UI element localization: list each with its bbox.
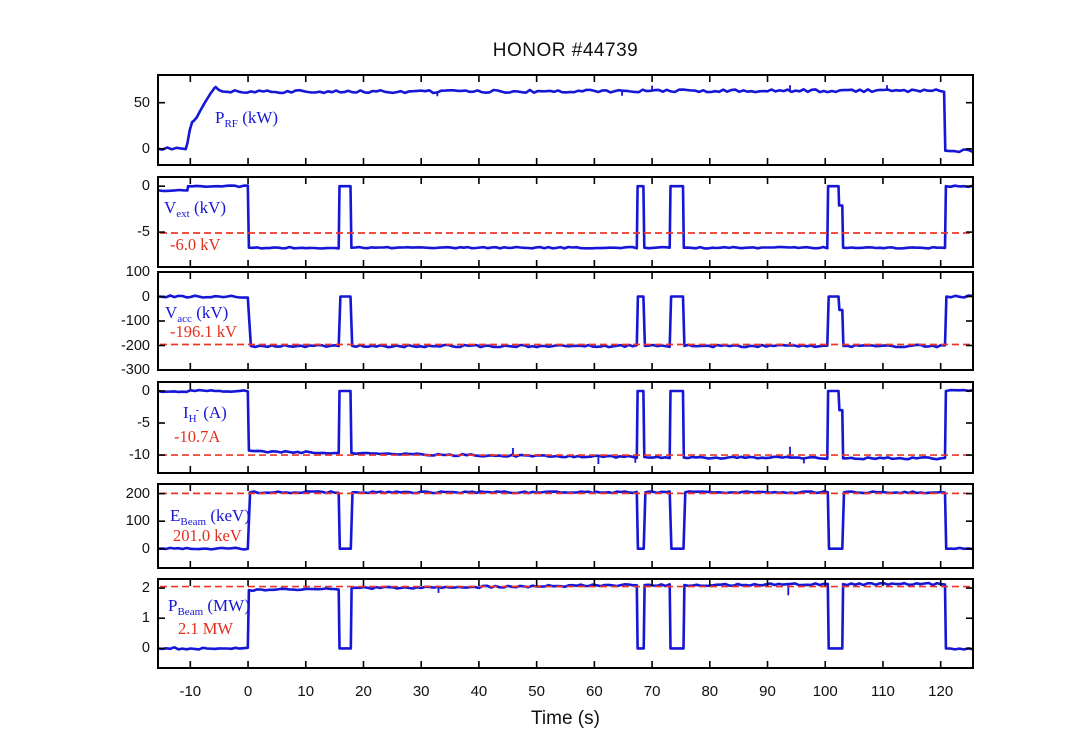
y-tick-label-v_acc: -200 — [120, 337, 150, 354]
panel-label-v_ext: Vext (kV) — [164, 198, 226, 220]
y-tick-label-e_beam: 0 — [141, 540, 150, 557]
chart-title: HONOR #44739 — [492, 40, 639, 61]
setpoint-value-v_acc: -196.1 kV — [170, 322, 237, 341]
setpoint-value-v_ext: -6.0 kV — [170, 235, 221, 254]
x-tick-label: 30 — [412, 683, 430, 700]
x-tick-label: 50 — [528, 683, 545, 700]
panel-label-p_beam: PBeam (MW) — [168, 596, 250, 618]
y-tick-label-e_beam: 200 — [125, 485, 150, 502]
x-tick-label: 0 — [243, 683, 253, 700]
y-tick-label-p_beam: 2 — [141, 580, 150, 597]
panel-label-i_h: IH- (A) — [183, 403, 227, 425]
panel-border-p_beam — [157, 578, 974, 669]
x-axis-label: Time (s) — [531, 708, 600, 729]
trace-i_h — [157, 388, 974, 461]
panel-border-p_rf — [157, 74, 974, 166]
y-tick-label-v_ext: 0 — [141, 178, 150, 195]
y-tick-label-i_h: -5 — [137, 415, 150, 431]
trace-e_beam — [157, 490, 974, 551]
setpoint-value-e_beam: 201.0 keV — [173, 526, 242, 545]
y-tick-label-v_ext: -5 — [137, 224, 150, 241]
trace-p_beam — [157, 581, 974, 651]
y-tick-label-e_beam: 100 — [125, 513, 150, 530]
panel-label-unit: (kW) — [237, 108, 279, 127]
y-tick-label-p_beam: 1 — [141, 610, 150, 627]
panel-label-subscript: RF — [224, 118, 238, 130]
panel-label-unit: (kV) — [191, 303, 229, 322]
panel-border-v_acc — [157, 271, 974, 371]
x-tick-label: 20 — [355, 683, 372, 700]
x-tick-label: 70 — [643, 683, 661, 700]
setpoint-value-i_h: -10.7A — [174, 427, 221, 446]
panel-label-v_acc: Vacc (kV) — [165, 303, 228, 325]
panel-label-main: E — [170, 506, 181, 525]
panel-label-superscript: - — [195, 405, 199, 416]
y-tick-label-p_rf: 0 — [141, 140, 150, 157]
y-tick-label-v_acc: -300 — [120, 362, 150, 378]
x-tick-label: 90 — [759, 683, 776, 700]
panel-label-unit: (keV) — [206, 506, 250, 525]
trace-p_rf — [157, 85, 974, 154]
trace-v_acc — [157, 294, 974, 349]
panel-label-main: P — [168, 596, 178, 615]
panel-label-p_rf: PRF (kW) — [215, 108, 278, 130]
setpoint-value-p_beam: 2.1 MW — [178, 619, 233, 638]
y-tick-label-i_h: 0 — [141, 382, 150, 399]
y-tick-label-p_beam: 0 — [141, 640, 150, 657]
panel-border-i_h — [157, 381, 974, 474]
trace-v_ext — [157, 184, 974, 250]
panel-border-e_beam — [157, 483, 974, 569]
panel-label-main: P — [215, 108, 225, 127]
x-tick-label: 110 — [870, 683, 895, 700]
panel-label-main: I — [183, 403, 189, 422]
x-tick-label: 120 — [928, 683, 954, 700]
panel-label-subscript: Beam — [180, 516, 207, 528]
panel-label-subscript: Beam — [177, 606, 204, 618]
panel-label-main: V — [164, 198, 177, 217]
panel-label-subscript: H — [188, 413, 197, 425]
y-tick-label-v_acc: 100 — [125, 264, 150, 280]
y-tick-label-v_acc: -100 — [120, 313, 150, 329]
panel-label-main: V — [165, 303, 178, 322]
panel-label-subscript: ext — [176, 208, 190, 220]
panel-label-e_beam: EBeam (keV) — [170, 506, 250, 528]
y-tick-label-v_acc: 0 — [141, 288, 150, 305]
y-tick-label-i_h: -10 — [129, 447, 150, 464]
x-tick-label: 10 — [297, 683, 315, 700]
x-tick-label: 80 — [701, 683, 719, 700]
x-tick-label: 100 — [812, 683, 838, 700]
x-tick-label: -10 — [179, 683, 202, 700]
panel-label-unit: (kV) — [189, 198, 227, 217]
panel-label-subscript: acc — [177, 313, 192, 325]
panel-border-v_ext — [157, 176, 974, 268]
panel-label-unit: (MW) — [203, 596, 250, 615]
x-tick-label: 60 — [586, 683, 603, 700]
y-tick-label-p_rf: 50 — [133, 94, 150, 111]
panel-label-unit: (A) — [198, 403, 227, 422]
x-tick-label: 40 — [470, 683, 488, 700]
